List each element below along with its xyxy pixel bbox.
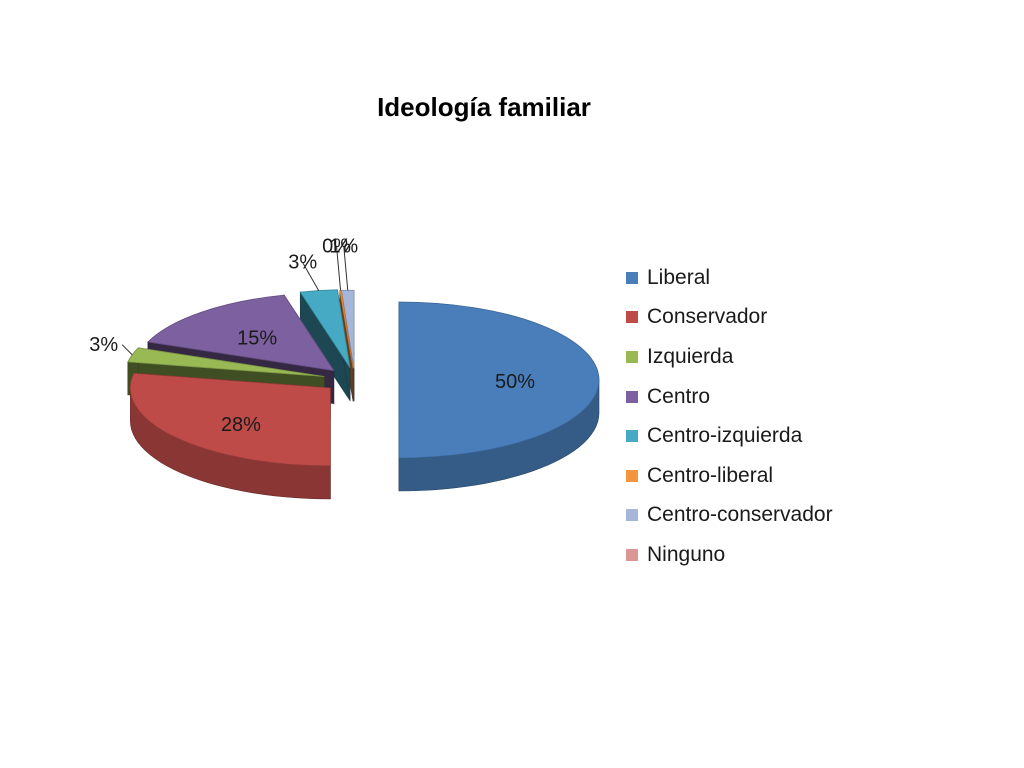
leader-line [302,262,320,291]
legend-item-centro-conservador: Centro-conservador [626,496,833,536]
legend: Liberal Conservador Izquierda Centro Centro-… [626,258,833,575]
pie-slice-conservador [129,372,331,500]
legend-item-conservador: Conservador [626,298,833,338]
legend-item-centro-izquierda: Centro-izquierda [626,416,833,456]
legend-label: Ninguno [647,542,726,566]
leader-line [336,246,342,291]
legend-item-izquierda: Izquierda [626,337,833,377]
legend-label: Centro-liberal [647,463,774,487]
legend-label: Centro-izquierda [647,424,803,448]
data-label-liberal: 50% [495,371,535,393]
legend-swatch [626,548,638,561]
pie-slices [127,289,600,500]
data-label-centro-izquierda: 3% [288,252,317,274]
pie-chart: 50%28%3% 15%3%0%1% [89,235,600,500]
legend-label: Centro [647,384,711,408]
legend-label: Conservador [647,305,768,329]
legend-item-centro: Centro [626,377,833,417]
data-label-izquierda: 3% [89,334,118,356]
legend-item-ninguno: Ninguno [626,535,833,575]
pie-slice-liberal [398,301,600,492]
legend-item-liberal: Liberal [626,258,833,298]
data-label-centro-conservador: 1% [329,235,358,257]
legend-swatch [626,311,638,324]
data-label-conservador: 28% [221,414,261,436]
legend-item-centro-liberal: Centro-liberal [626,456,833,496]
legend-label: Centro-conservador [647,503,833,527]
leader-line [343,246,349,291]
legend-swatch [626,469,638,482]
legend-label: Izquierda [647,344,734,368]
chart-title: Ideología familiar [377,92,591,122]
legend-swatch [626,350,638,363]
data-label-centro: 15% [237,328,277,350]
legend-swatch [626,509,638,522]
legend-swatch [626,430,638,443]
legend-label: Liberal [647,265,711,289]
data-labels: 50%28%3% 15%3%0%1% [89,235,535,435]
leader-line [121,344,133,356]
legend-swatch [626,390,638,403]
pie-slice-centro-izquierda [299,289,351,402]
legend-swatch [626,271,638,284]
